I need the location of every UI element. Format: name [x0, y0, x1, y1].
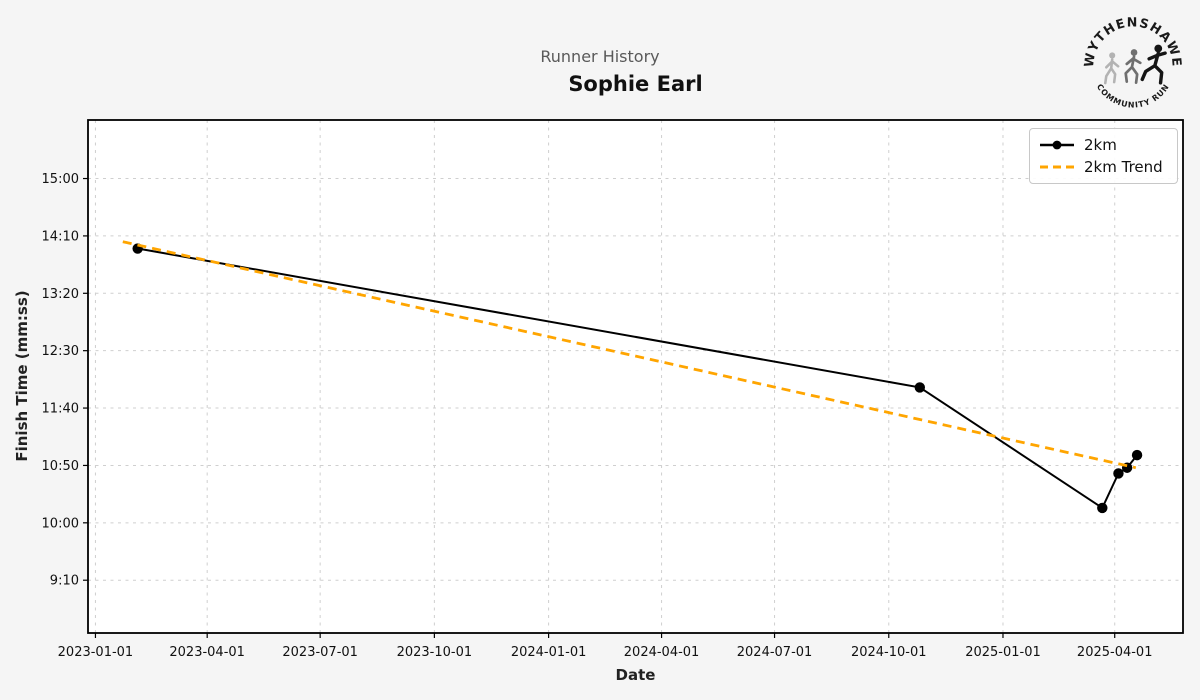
data-point-marker [1097, 502, 1108, 514]
y-axis-label: Finish Time (mm:ss) [13, 290, 31, 462]
x-tick-label: 2023-10-01 [397, 645, 473, 660]
runner-silhouette-middle [1124, 49, 1142, 84]
y-tick-label: 10:00 [42, 516, 79, 531]
x-tick-label: 2023-04-01 [169, 645, 245, 660]
club-logo: WYTHENSHAWE COMMUNITY RUN [1081, 14, 1184, 109]
x-tick-label: 2023-07-01 [282, 645, 358, 660]
legend-item-2km: 2km [1039, 136, 1168, 154]
y-tick-label: 9:10 [50, 574, 79, 589]
runner-name-title: Sophie Earl [568, 72, 703, 96]
plot-area [88, 120, 1183, 633]
x-tick-label: 2025-04-01 [1077, 645, 1153, 660]
y-tick-label: 10:50 [42, 459, 79, 474]
x-axis-label: Date [615, 666, 656, 684]
x-tick-label: 2024-01-01 [511, 645, 587, 660]
trend-line-path [122, 240, 1137, 470]
chart-suptitle: Runner History [540, 47, 660, 66]
legend-dashed-line-sample-icon [1040, 165, 1074, 169]
x-tick-label: 2024-04-01 [624, 645, 700, 660]
legend-item-2km-trend: 2km Trend [1039, 158, 1168, 176]
x-tick-label: 2023-01-01 [58, 645, 134, 660]
legend-line-sample-icon [1040, 140, 1074, 150]
y-tick-label: 12:30 [42, 344, 79, 359]
data-point-marker [1113, 468, 1124, 479]
y-tick-label: 11:40 [42, 402, 79, 417]
data-point-marker [1131, 449, 1143, 461]
x-tick-label: 2024-07-01 [737, 645, 813, 660]
plot-border [87, 119, 1184, 634]
y-tick-label: 13:20 [42, 287, 79, 302]
y-tick-label: 15:00 [42, 172, 79, 187]
legend-label-2km-trend: 2km Trend [1084, 158, 1163, 177]
data-point-marker [914, 382, 926, 393]
x-tick-label: 2024-10-01 [851, 645, 927, 660]
legend-label-2km: 2km [1084, 135, 1117, 154]
runner-silhouette-right [1140, 44, 1167, 85]
runner-silhouette-left [1103, 52, 1120, 85]
x-tick-label: 2025-01-01 [965, 645, 1041, 660]
legend: 2km 2km Trend [1029, 128, 1178, 184]
y-tick-label: 14:10 [42, 229, 79, 244]
